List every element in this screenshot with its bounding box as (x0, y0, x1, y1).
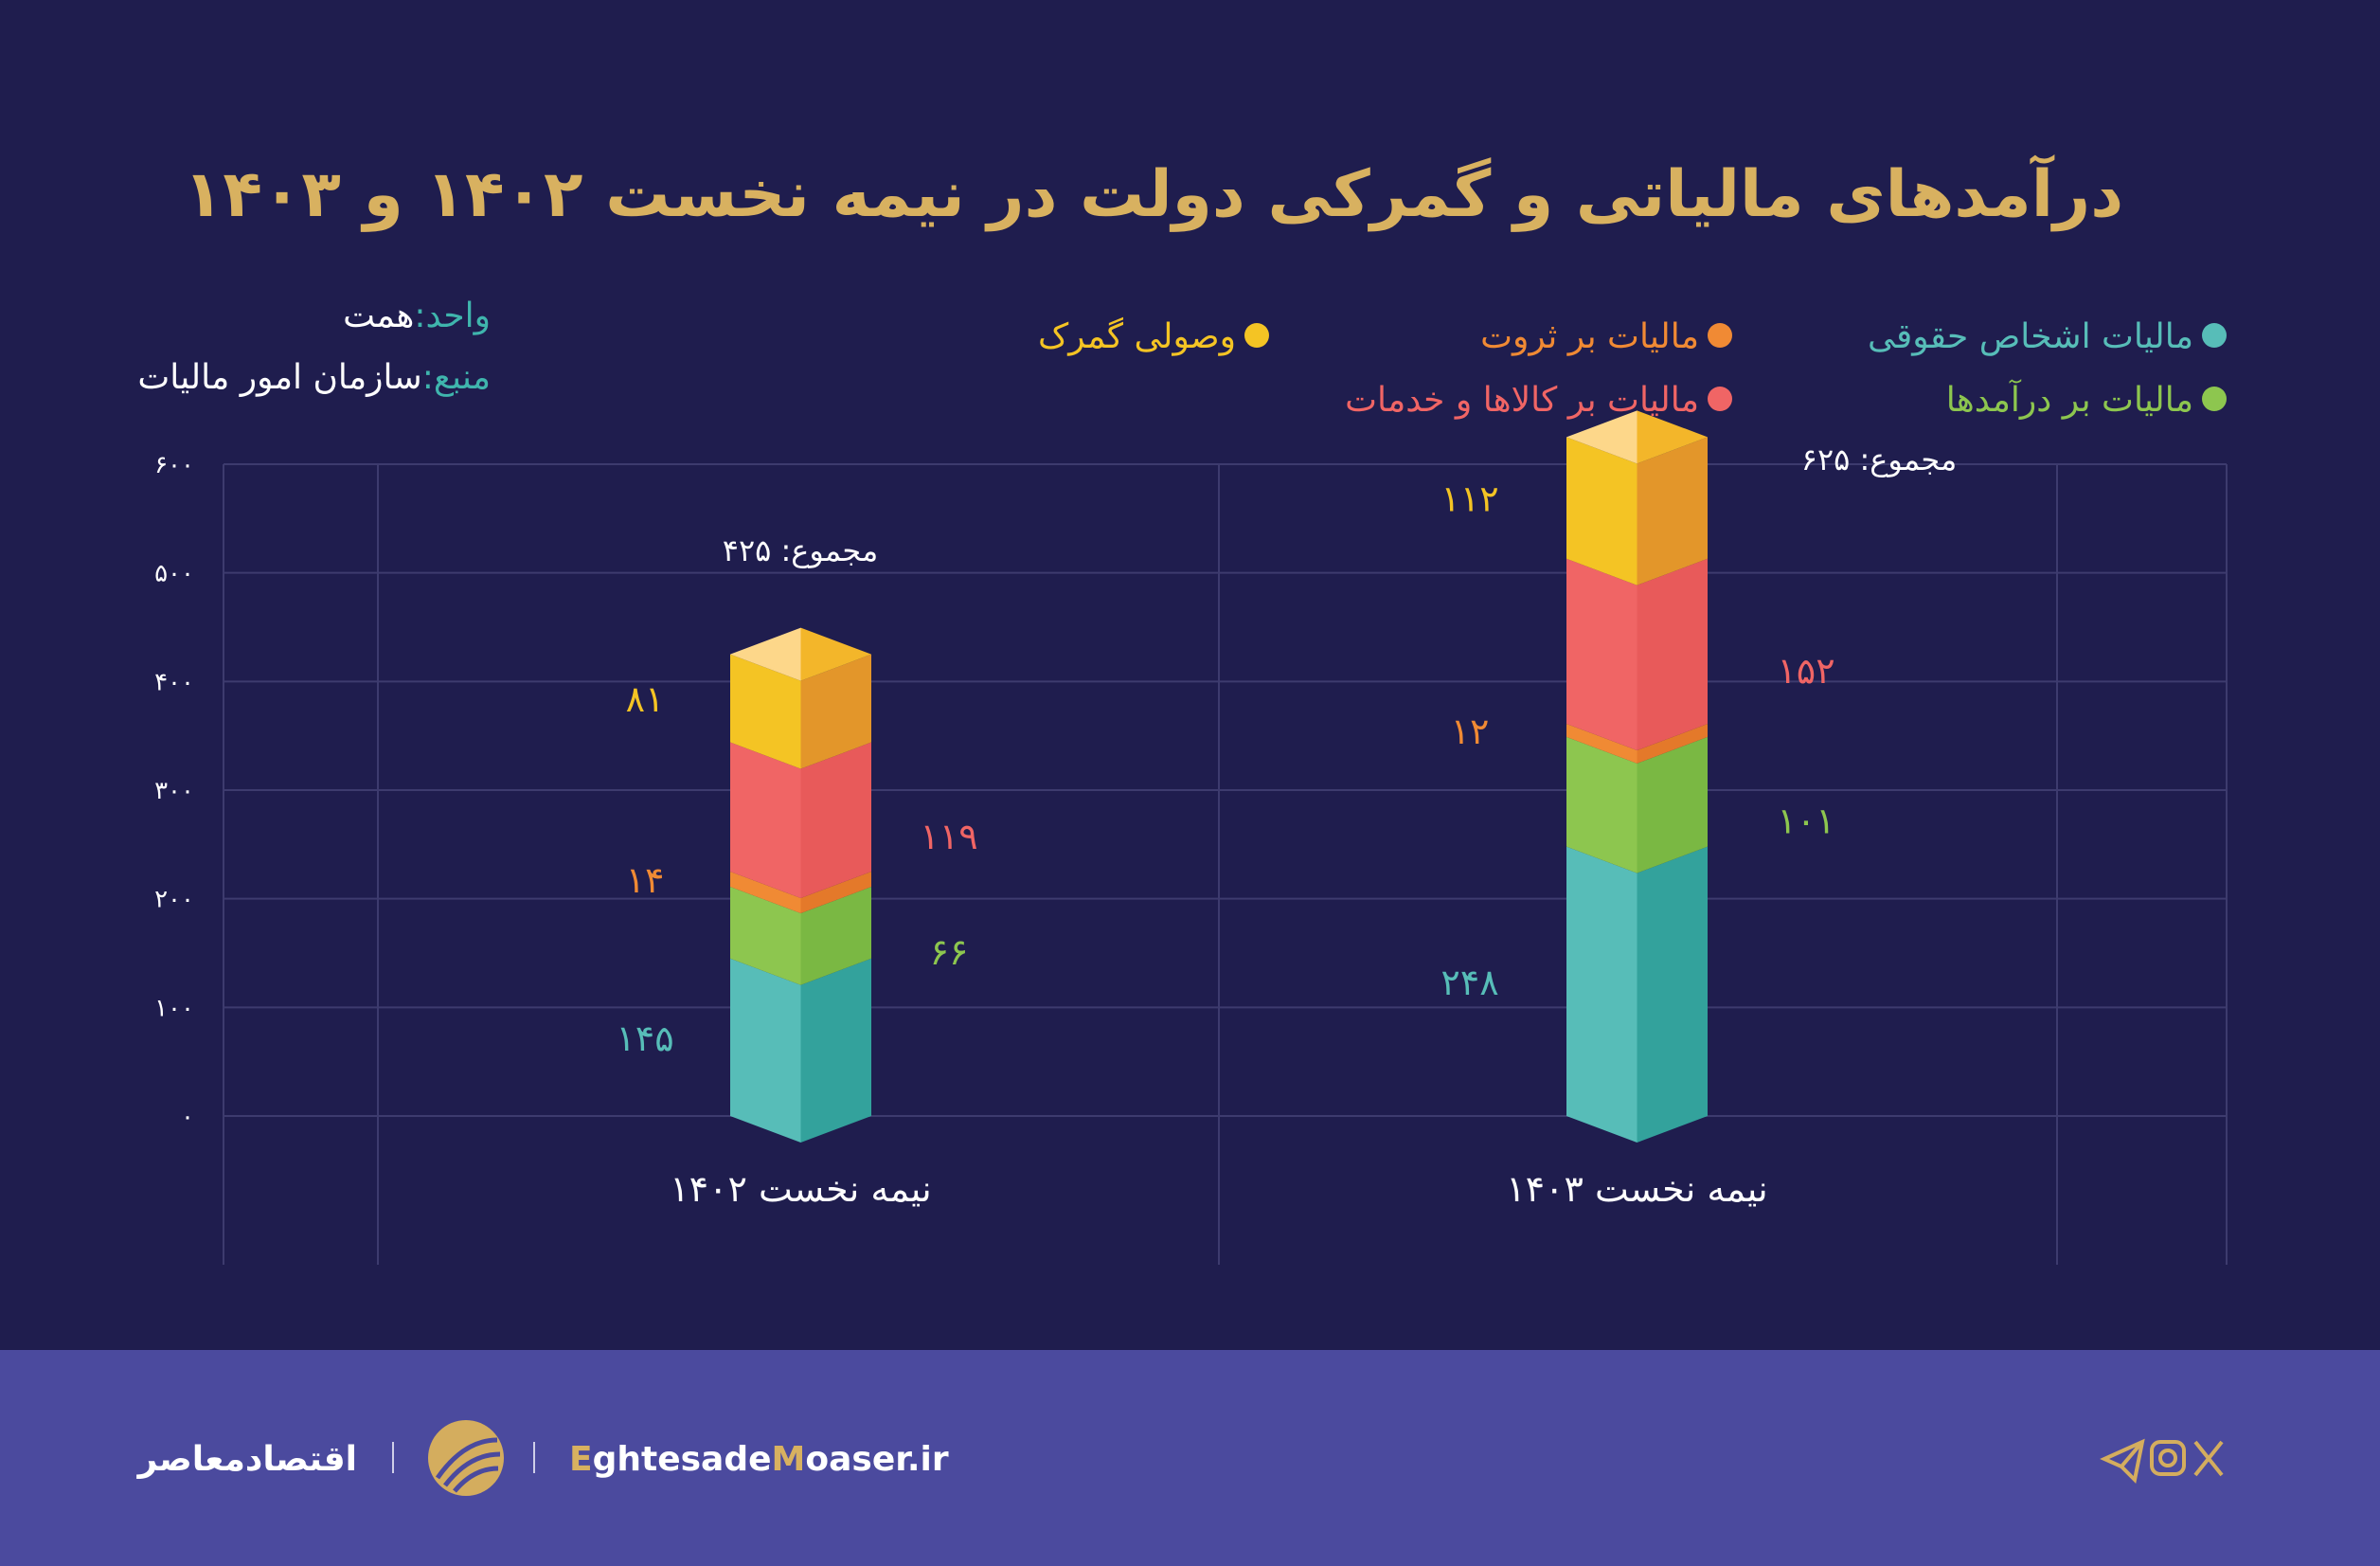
bar-segment (1566, 736, 1708, 873)
labels: ۱۴۵ ۶۶ ۱۴ ۱۱۹ ۸۱ مجموع: ۴۲۵ نیمه نخست ۱۴۰۲ ۲۴۸ ۱… (616, 441, 1957, 1210)
y-tick-label: ۶۰۰ (154, 451, 194, 479)
source-label: منبع: (422, 358, 491, 397)
bar-top-right (1637, 410, 1708, 464)
footer-url[interactable]: EghtesadeMoaser.ir (569, 1440, 949, 1479)
y-tick-label: ۰ (181, 1103, 194, 1131)
bar-segment (730, 654, 871, 769)
chart-title: درآمدهای مالیاتی و گمرکی دولت در نیمه نخ… (184, 153, 2123, 232)
instagram-icon[interactable] (2150, 1440, 2186, 1476)
legend-label: وصولی گمرک (1038, 316, 1236, 356)
bar-face-left (730, 958, 801, 1143)
value-label: ۱۲ (1451, 711, 1490, 752)
bar-face-right (1637, 558, 1708, 751)
y-tick-label: ۴۰۰ (154, 668, 194, 696)
value-label: ۱۱۲ (1441, 478, 1498, 520)
bar-top-left (1566, 410, 1637, 464)
legend-dot-icon (2202, 323, 2227, 348)
bars (730, 410, 1708, 1143)
y-tick-label: ۲۰۰ (154, 886, 194, 914)
legend: مالیات اشخاص حقوقی مالیات بر درآمدها مالیا… (1038, 316, 2227, 420)
legend-label: مالیات بر کالاها و خدمات (1345, 381, 1699, 420)
bar-face-right (1637, 846, 1708, 1143)
logo-icon (428, 1420, 504, 1496)
bar-face-left (730, 742, 801, 898)
bar-face-left (730, 654, 801, 769)
bar-segment (730, 958, 871, 1143)
bar-face-right (1637, 724, 1708, 764)
source-value: سازمان امور مالیات (137, 358, 421, 397)
url-part: M (772, 1440, 806, 1479)
footer (0, 1350, 2380, 1566)
legend-label: مالیات بر ثروت (1480, 317, 1699, 356)
bar-segment (730, 872, 871, 914)
bar-segment (1566, 558, 1708, 751)
value-label: ۱۱۹ (920, 816, 977, 857)
x-category-label: نیمه نخست ۱۴۰۳ (1506, 1168, 1768, 1210)
bar-segment (730, 742, 871, 898)
total-label: مجموع: ۴۲۵ (723, 532, 878, 568)
bar-face-left (1566, 846, 1637, 1143)
url-part: ghtesade (593, 1440, 772, 1479)
bar-top-right (800, 627, 871, 681)
bar-face-left (1566, 437, 1637, 585)
value-label: ۲۴۸ (1441, 962, 1498, 1003)
bar-face-left (730, 872, 801, 914)
y-tick-label: ۱۰۰ (154, 994, 194, 1022)
source-line: منبع:سازمان امور مالیات (137, 358, 491, 397)
x-icon[interactable] (2193, 1440, 2224, 1477)
legend-dot-icon (1708, 323, 1732, 348)
total-label: مجموع: ۶۲۵ (1801, 441, 1957, 477)
footer-brand: اقتصادمعاصر (136, 1440, 357, 1479)
y-tick-label: ۳۰۰ (154, 777, 194, 805)
value-label: ۱۵۲ (1777, 650, 1834, 692)
bar-face-left (1566, 724, 1637, 764)
value-label: ۶۶ (930, 931, 969, 973)
value-label: ۱۰۱ (1777, 801, 1834, 842)
telegram-icon[interactable] (2100, 1438, 2145, 1485)
bar-face-right (800, 887, 871, 985)
y-tick-label: ۵۰۰ (154, 560, 194, 588)
unit-line: واحد:همت (343, 297, 491, 335)
bar-top-left (730, 627, 801, 681)
bar-segment (1566, 846, 1708, 1143)
legend-dot-icon (1708, 387, 1732, 411)
bar-face-right (800, 872, 871, 914)
x-category-label: نیمه نخست ۱۴۰۲ (670, 1168, 932, 1210)
value-label: ۱۴۵ (616, 1017, 673, 1059)
bar-face-right (800, 742, 871, 898)
value-label: ۱۴ (626, 859, 665, 901)
bar-segment (730, 887, 871, 985)
bar-segment (1566, 724, 1708, 764)
url-part: oaser.ir (805, 1440, 949, 1479)
unit-label: واحد: (414, 297, 491, 335)
legend-dot-icon (2202, 387, 2227, 411)
legend-label: مالیات بر درآمدها (1946, 378, 2193, 420)
background (0, 0, 2380, 1350)
bar-face-right (800, 958, 871, 1143)
value-label: ۸۱ (626, 678, 665, 720)
bar-segment (1566, 437, 1708, 585)
url-part: E (569, 1440, 593, 1479)
bar-face-right (1637, 736, 1708, 873)
bar-face-right (800, 654, 871, 769)
legend-label: مالیات اشخاص حقوقی (1868, 317, 2193, 356)
bar-face-right (1637, 437, 1708, 585)
bar-face-left (1566, 736, 1637, 873)
bar-face-left (1566, 558, 1637, 751)
grid: ۰ ۱۰۰ ۲۰۰ ۳۰۰ ۴۰۰ ۵۰۰ ۶۰۰ (154, 451, 2228, 1265)
unit-value: همت (343, 297, 414, 335)
bar-face-left (730, 887, 801, 985)
legend-dot-icon (1244, 323, 1269, 348)
